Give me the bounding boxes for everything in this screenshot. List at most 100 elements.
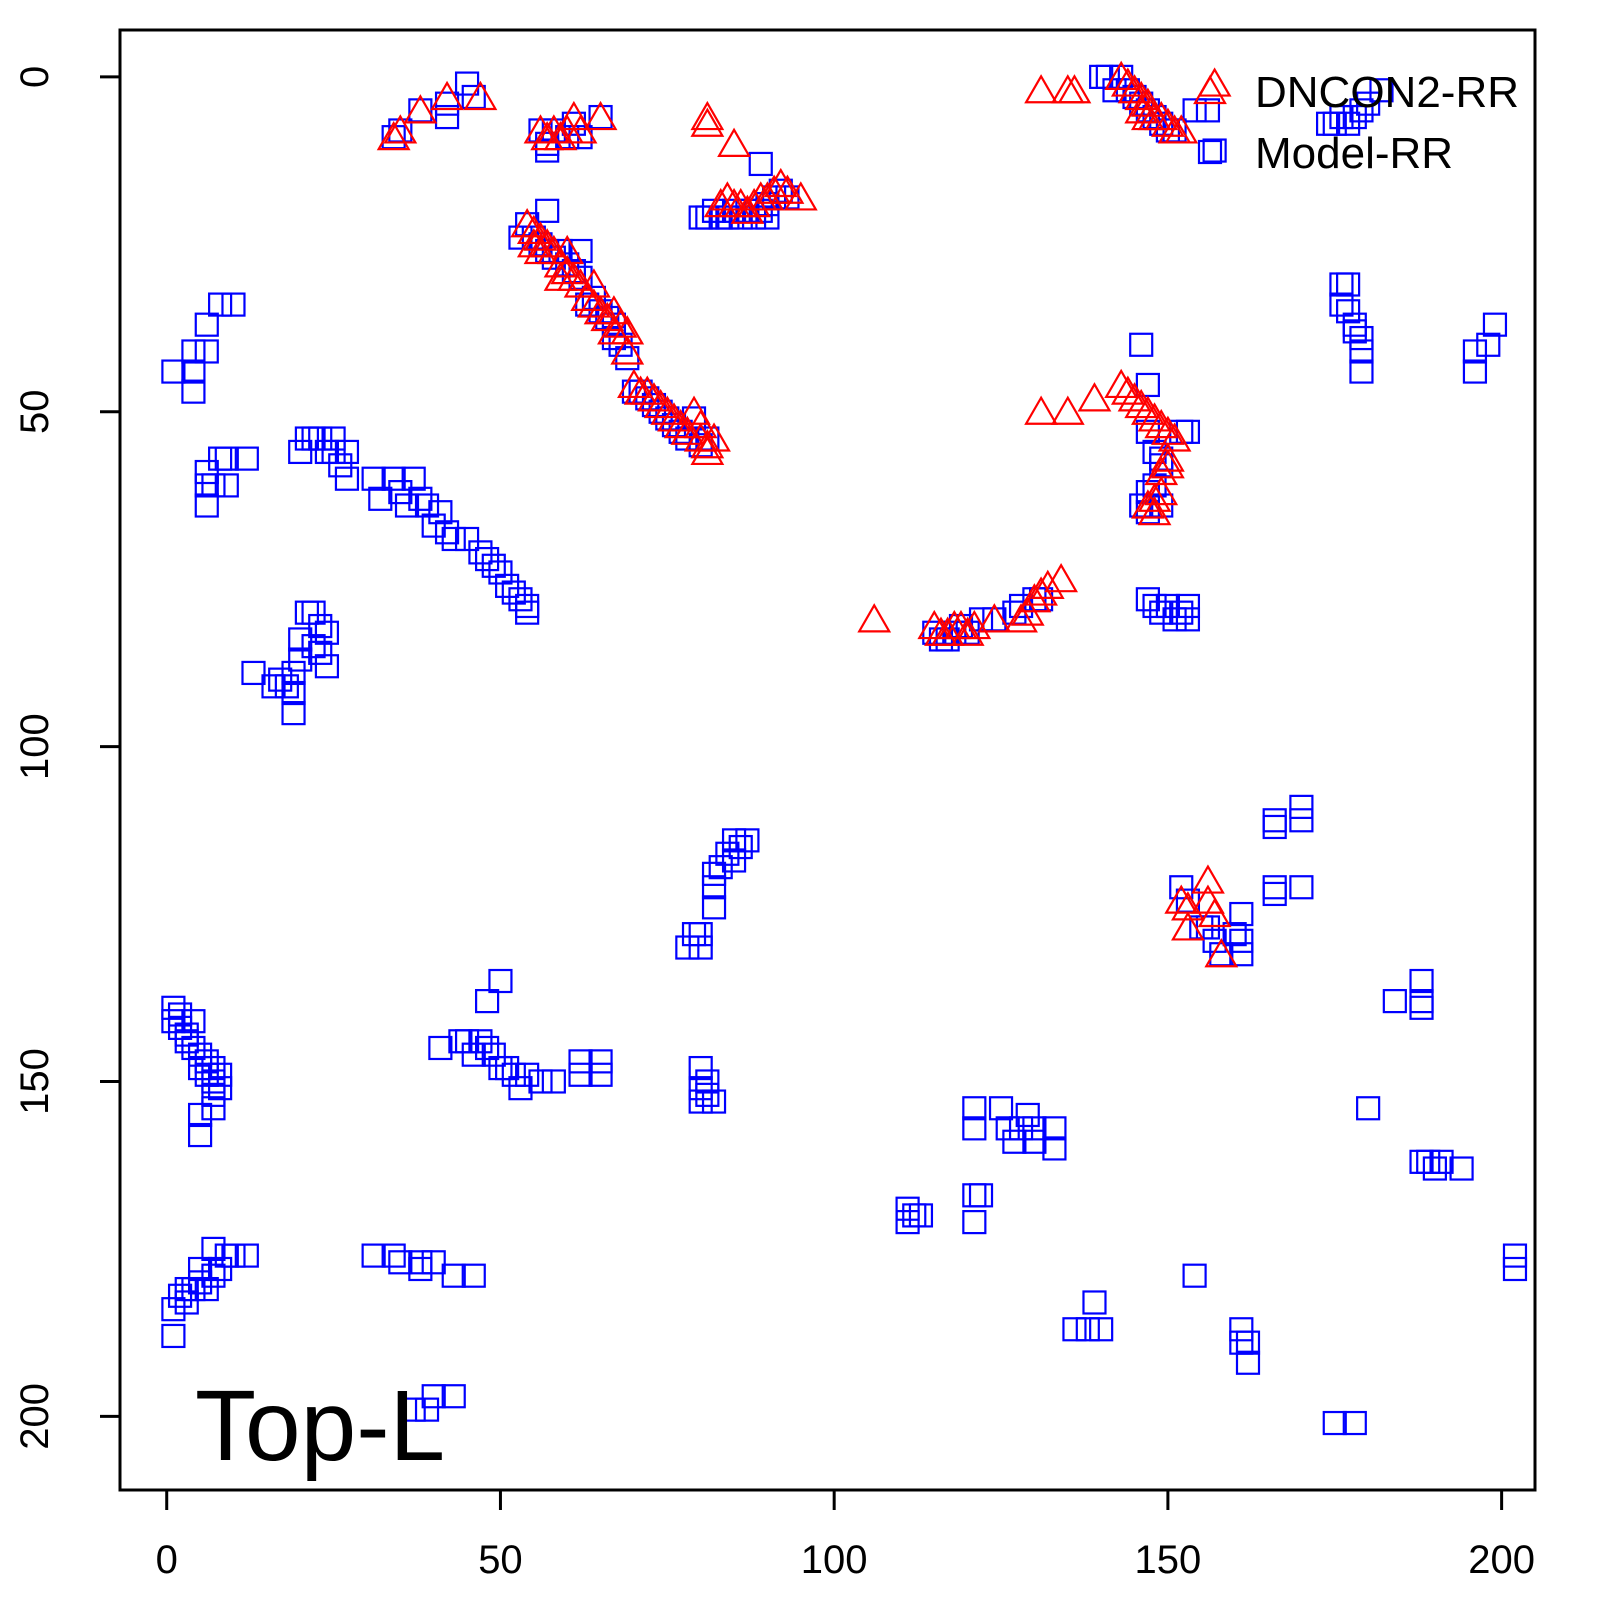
- triangle-point: [1130, 489, 1165, 519]
- square-point: [474, 546, 500, 572]
- square-point: [1042, 1136, 1067, 1161]
- square-point: [174, 1276, 199, 1302]
- square-point: [461, 1263, 486, 1288]
- square-point: [187, 1102, 213, 1128]
- square-point: [381, 1243, 406, 1268]
- square-point: [161, 1323, 186, 1349]
- triangle-point: [1024, 74, 1058, 104]
- square-point: [721, 848, 747, 873]
- square-point: [1349, 339, 1374, 364]
- y-tick-label: 50: [13, 389, 57, 434]
- square-point: [281, 660, 306, 686]
- square-point: [728, 834, 753, 860]
- square-point: [1169, 600, 1194, 625]
- triangle-point: [1124, 388, 1159, 419]
- square-point: [962, 1183, 987, 1208]
- square-point: [1336, 299, 1361, 324]
- square-point: [234, 1243, 259, 1268]
- square-point: [1175, 607, 1201, 632]
- triangle-point: [523, 221, 558, 251]
- square-point: [1289, 794, 1314, 819]
- square-point: [1229, 928, 1254, 953]
- square-point: [481, 1042, 506, 1067]
- triangle-point: [697, 422, 731, 452]
- square-point: [288, 627, 313, 652]
- square-point: [181, 1009, 206, 1034]
- triangle-point: [556, 261, 591, 291]
- square-point: [568, 1062, 593, 1087]
- square-point: [181, 359, 206, 384]
- square-point: [688, 935, 713, 960]
- square-point: [735, 828, 760, 853]
- y-tick-label: 150: [13, 1048, 57, 1115]
- square-point: [1336, 272, 1361, 297]
- square-point: [194, 339, 219, 364]
- triangle-point: [977, 603, 1012, 633]
- triangle-point: [917, 609, 952, 640]
- square-point: [495, 1055, 520, 1081]
- square-point: [1342, 1410, 1367, 1436]
- square-point: [288, 439, 313, 465]
- triangle-point: [510, 208, 545, 238]
- square-point: [281, 680, 306, 706]
- triangle-point: [403, 94, 438, 124]
- triangle-point: [550, 254, 585, 285]
- triangle-point: [783, 181, 818, 211]
- square-point: [1235, 1350, 1261, 1375]
- square-point: [187, 1122, 213, 1148]
- x-tick-label: 200: [1468, 1538, 1535, 1582]
- square-point: [181, 339, 206, 364]
- square-point: [695, 1069, 720, 1094]
- square-point: [167, 1015, 193, 1040]
- square-point: [181, 379, 206, 404]
- triangle-point: [1110, 375, 1145, 405]
- triangle-point: [610, 335, 645, 365]
- square-point: [701, 1089, 727, 1114]
- square-point: [1182, 98, 1207, 123]
- square-point: [194, 1276, 219, 1302]
- triangle-point: [576, 268, 611, 298]
- square-point: [1262, 875, 1287, 900]
- square-point: [208, 1256, 233, 1282]
- triangle-point: [1204, 938, 1239, 968]
- square-point: [1369, 78, 1394, 103]
- square-point: [715, 205, 740, 230]
- x-tick-label: 50: [478, 1538, 523, 1582]
- panel-label: Top-L: [195, 1370, 445, 1482]
- y-tick-label: 100: [13, 713, 57, 780]
- triangle-point: [683, 408, 718, 439]
- square-point: [314, 620, 340, 645]
- square-point: [361, 1243, 386, 1268]
- square-point: [1169, 875, 1194, 900]
- square-point: [1262, 814, 1287, 840]
- square-point: [314, 654, 340, 679]
- square-point: [328, 453, 353, 478]
- triangle-point: [670, 415, 705, 445]
- triangle-point: [690, 100, 725, 131]
- triangle-point: [857, 603, 892, 633]
- triangle-point: [950, 616, 985, 646]
- square-point: [161, 359, 186, 384]
- square-point: [434, 520, 460, 545]
- triangle-point: [710, 181, 745, 211]
- triangle-point: [1044, 562, 1079, 593]
- triangle-point: [1130, 395, 1165, 425]
- square-point: [208, 1062, 233, 1087]
- square-point: [1382, 989, 1407, 1014]
- square-point: [174, 1290, 199, 1315]
- triangle-point: [1144, 455, 1179, 486]
- square-point: [401, 1397, 426, 1422]
- square-point: [588, 1049, 613, 1074]
- square-point: [1142, 593, 1167, 619]
- square-point: [408, 1250, 433, 1275]
- square-point: [675, 935, 700, 960]
- square-point: [1262, 808, 1287, 833]
- triangle-point: [650, 395, 685, 425]
- square-point: [488, 1055, 513, 1081]
- square-point: [1329, 272, 1354, 297]
- series-layer: [161, 60, 1528, 1436]
- triangle-point: [1030, 569, 1065, 599]
- square-point: [308, 426, 333, 451]
- square-point: [214, 473, 239, 498]
